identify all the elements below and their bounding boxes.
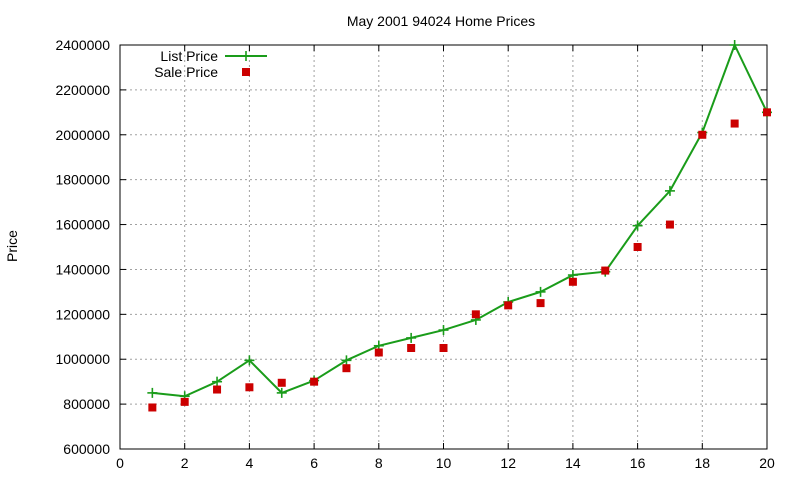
sale-price-point: [536, 299, 545, 308]
legend-label-sale-price: Sale Price: [154, 64, 218, 80]
y-tick-label: 1400000: [55, 261, 110, 277]
x-tick-label: 8: [375, 455, 383, 471]
sale-price-point: [439, 344, 448, 352]
x-tick-label: 2: [181, 455, 189, 471]
y-tick-label: 2000000: [55, 127, 110, 143]
list-price-point: [632, 220, 643, 231]
sale-price-point: [407, 344, 416, 352]
y-tick-label: 600000: [63, 441, 110, 457]
chart-title: May 2001 94024 Home Prices: [347, 13, 535, 29]
sale-price-point: [665, 220, 674, 229]
y-tick-label: 1800000: [55, 172, 110, 188]
sale-price-point: [374, 348, 383, 357]
sale-price-point: [180, 397, 189, 406]
sale-price-point: [471, 310, 480, 319]
list-price-point: [244, 355, 255, 366]
x-tick-label: 6: [310, 455, 318, 471]
list-price-series: [147, 40, 772, 402]
list-price-point: [341, 355, 352, 366]
sale-price-point: [148, 403, 157, 412]
sale-price-point: [213, 385, 222, 394]
x-tick-label: 10: [436, 455, 452, 471]
sale-price-point: [568, 277, 577, 286]
y-tick-label: 1600000: [55, 217, 110, 233]
y-tick-label: 2400000: [55, 37, 110, 53]
legend-label-list-price: List Price: [160, 48, 218, 64]
sale-price-point: [698, 130, 707, 139]
list-price-point: [276, 387, 287, 398]
sale-price-series: [148, 108, 771, 412]
sale-price-point: [763, 108, 771, 117]
sale-price-point: [277, 378, 286, 387]
x-tick-label: 18: [695, 455, 711, 471]
x-tick-label: 20: [759, 455, 775, 471]
sale-price-point: [730, 119, 739, 128]
y-tick-label: 1200000: [55, 306, 110, 322]
x-tick-label: 14: [565, 455, 581, 471]
sale-price-point: [310, 377, 319, 386]
list-price-point: [535, 286, 546, 297]
x-tick-label: 0: [116, 455, 124, 471]
plot-area: [147, 40, 772, 412]
list-price-point: [147, 387, 158, 398]
axes: 0 2 4 6 8 10 12 14 16 18 20 600000 800000 1000000 1200…: [55, 37, 775, 471]
sale-price-point: [633, 243, 642, 251]
sale-price-point: [504, 301, 513, 310]
sale-price-point: [601, 266, 610, 275]
x-tick-label: 16: [630, 455, 646, 471]
sale-price-point: [245, 383, 254, 392]
y-tick-label: 2200000: [55, 82, 110, 98]
sale-price-point: [342, 364, 351, 373]
list-price-point: [729, 40, 740, 50]
legend-marker-sale-price: [242, 68, 250, 76]
y-tick-label: 800000: [63, 396, 110, 412]
x-tick-label: 12: [500, 455, 516, 471]
x-tick-label: 4: [246, 455, 254, 471]
list-price-point: [438, 325, 449, 336]
grid: [120, 45, 767, 449]
list-price-line: [152, 44, 768, 398]
list-price-point: [406, 332, 417, 343]
y-axis-label: Price: [4, 230, 20, 262]
list-price-point: [664, 185, 675, 196]
y-tick-label: 1000000: [55, 351, 110, 367]
legend-marker-list-price: [241, 51, 251, 61]
list-price-point: [212, 376, 223, 387]
